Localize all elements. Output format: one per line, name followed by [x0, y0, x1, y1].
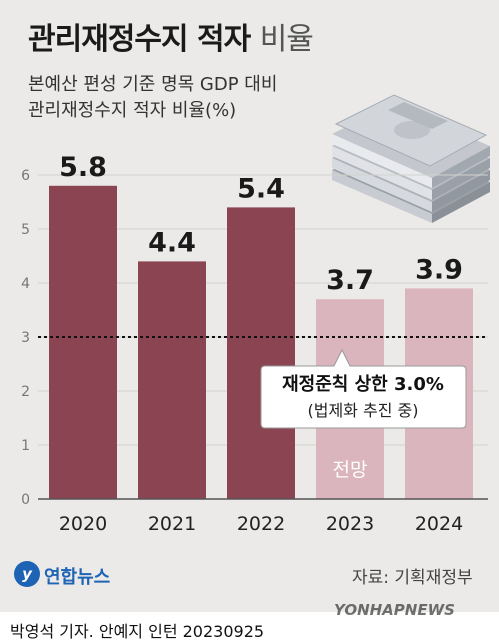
data-label-2020: 5.8 — [59, 152, 107, 183]
y-tick-label: 0 — [21, 492, 30, 508]
money-stack-illustration — [332, 94, 490, 223]
yonhap-logo-mark: y — [14, 561, 40, 587]
y-tick-label: 4 — [21, 276, 30, 292]
x-tick-label-2023: 2023 — [326, 513, 374, 535]
bar-2022 — [227, 207, 295, 499]
subtitle-line-2: 관리재정수지 적자 비율(%) — [28, 100, 237, 121]
yonhap-logo-text: 연합뉴스 — [44, 567, 111, 588]
bar-chart: 0 1 2 3 4 5 6 5.8 2020 4.4 2021 5.4 2022 3.7 2023 3.9 2… — [21, 94, 490, 535]
forecast-label: 전망 — [333, 459, 368, 481]
annotation-line-1: 재정준칙 상한 3.0% — [282, 374, 444, 395]
x-tick-label-2024: 2024 — [415, 513, 463, 535]
chart-title: 관리재정수지 적자 비율 — [28, 14, 314, 58]
y-tick-label: 2 — [21, 384, 30, 400]
title-light: 비율 — [259, 22, 314, 57]
source-text: 자료: 기획재정부 — [352, 568, 473, 588]
x-tick-label-2021: 2021 — [148, 513, 196, 535]
limit-annotation: 재정준칙 상한 3.0% (법제화 추진 중) — [260, 348, 467, 429]
data-label-2021: 4.4 — [148, 227, 196, 258]
x-tick-label-2020: 2020 — [59, 513, 107, 535]
y-tick-label: 1 — [21, 438, 30, 454]
bar-2020 — [49, 185, 117, 500]
subtitle-line-1: 본예산 편성 기준 명목 GDP 대비 — [28, 74, 278, 95]
title-main: 관리재정수지 적자 — [28, 22, 251, 57]
chart-subtitle: 본예산 편성 기준 명목 GDP 대비 관리재정수지 적자 비율(%) — [28, 72, 277, 124]
data-label-2022: 5.4 — [237, 173, 285, 204]
watermark: YONHAPNEWS — [334, 601, 455, 619]
y-axis-ticks: 0 1 2 3 4 5 6 — [21, 168, 30, 508]
footer-bar — [0, 612, 499, 642]
bar-2021 — [138, 261, 206, 499]
annotation-line-2: (법제화 추진 중) — [308, 401, 419, 420]
y-tick-label: 5 — [21, 222, 30, 238]
data-label-2024: 3.9 — [415, 254, 463, 285]
y-tick-label: 6 — [21, 168, 30, 184]
credit-text: 박영석 기자. 안예지 인턴 20230925 — [10, 622, 265, 641]
x-tick-label-2022: 2022 — [237, 513, 285, 535]
annotation-box — [260, 348, 467, 429]
y-tick-label: 3 — [21, 330, 30, 346]
data-label-2023: 3.7 — [326, 265, 374, 296]
